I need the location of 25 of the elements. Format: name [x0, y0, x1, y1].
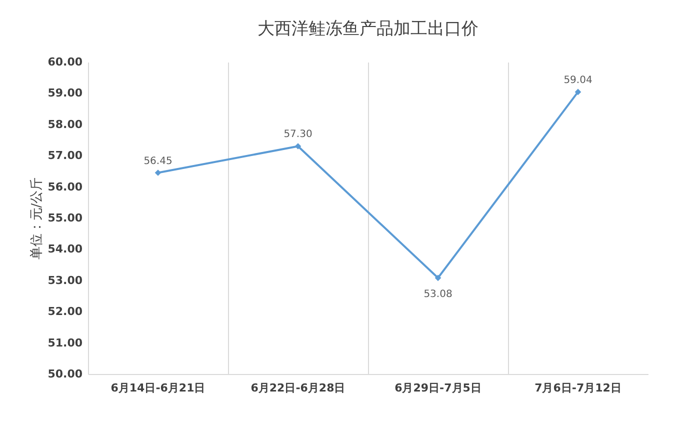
- point: [154, 170, 162, 176]
- x-tick-label: 7月6日-7月12日: [534, 382, 622, 394]
- y-tick-label: 50.00: [48, 368, 83, 380]
- y-tick-label: 58.00: [48, 118, 83, 131]
- data-label: 57.30: [284, 129, 312, 140]
- y-tick-label: 53.00: [48, 274, 83, 287]
- y-tick-label: 54.00: [48, 242, 83, 256]
- y-tick-label: 57.00: [48, 149, 83, 162]
- y-tick-label: 59.00: [48, 86, 83, 100]
- y-tick-label: 55.00: [48, 212, 83, 224]
- point: [294, 143, 302, 150]
- y-tick-label: 52.00: [48, 305, 83, 318]
- point: [574, 88, 582, 96]
- data-label: 56.45: [144, 156, 172, 167]
- chart-title: 大西洋鲑冻鱼产品加工出口价: [258, 19, 478, 39]
- data-label: 53.08: [424, 288, 452, 300]
- y-tick-label: 56.00: [48, 180, 83, 194]
- y-axis-title: 单位：元/公斤: [30, 177, 45, 260]
- x-tick-label: 6月29日-7月5日: [394, 382, 482, 394]
- y-tick-label: 51.00: [48, 336, 83, 350]
- x-tick-label: 6月22日-6月28日: [250, 382, 346, 394]
- y-tick-label: 60.00: [48, 56, 83, 68]
- point: [434, 274, 442, 282]
- data-label: 59.04: [564, 74, 592, 86]
- x-tick-label: 6月14日-6月21日: [110, 382, 206, 394]
